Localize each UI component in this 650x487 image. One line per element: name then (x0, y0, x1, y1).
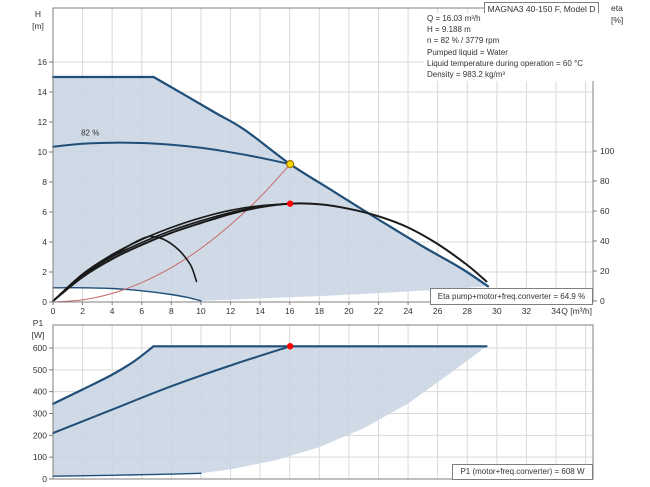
duty-info-block: Q = 16.03 m³/h H = 9.188 m n = 82 % / 37… (424, 13, 603, 81)
y-tick-label: 300 (33, 409, 47, 419)
x-tick-label: 8 (169, 306, 174, 316)
eta-result-box: Eta pump+motor+freq.converter = 64.9 % (430, 288, 593, 305)
x-tick-label: 24 (403, 306, 413, 316)
eta-curve-b (52, 202, 291, 302)
x-tick-label: 6 (139, 306, 144, 316)
power-82pct-curve (52, 345, 292, 435)
min-speed-curve (52, 287, 202, 302)
eta-curve-min-speed (52, 235, 198, 302)
x-tick-label: 34 (551, 306, 561, 316)
left-axis-title: [m] (32, 21, 44, 31)
power-chart: 0 100 200 300 400 500 600 P1 [W] (32, 318, 594, 484)
eta-tick-label: 0 (600, 296, 605, 306)
x-tick-label: 22 (374, 306, 384, 316)
plot-border (52, 7, 594, 303)
left-axis-title: [W] (32, 330, 45, 340)
eta-tick-label: 20 (600, 266, 610, 276)
x-tick-label: 28 (463, 306, 473, 316)
power-point-marker (286, 343, 294, 350)
x-tick-label: 16 (285, 306, 295, 316)
eta-tick-label: 80 (600, 176, 610, 186)
p1-result-box: P1 (motor+freq.converter) = 608 W (452, 464, 593, 480)
y-tick-label: 400 (33, 387, 47, 397)
x-tick-label: 26 (433, 306, 443, 316)
eta-tick-label: 100 (600, 146, 614, 156)
y-tick-label: 600 (33, 343, 47, 353)
plot-border (52, 324, 594, 480)
x-tick-label: 12 (226, 306, 236, 316)
info-speed: n = 82 % / 3779 rpm (427, 36, 500, 46)
x-tick-label: 30 (492, 306, 502, 316)
y-tick-label: 0 (42, 474, 47, 484)
left-axis-title: P1 (33, 318, 44, 328)
x-tick-label: 2 (80, 306, 85, 316)
x-tick-label: 14 (255, 306, 265, 316)
x-tick-label: 20 (344, 306, 354, 316)
right-axis-title: [%] (611, 15, 623, 25)
x-tick-label: 18 (315, 306, 325, 316)
duty-point-marker[interactable] (286, 160, 295, 169)
y-tick-label: 8 (42, 177, 47, 187)
y-tick-label: 6 (42, 207, 47, 217)
y-tick-label: 10 (38, 147, 48, 157)
x-axis-unit-label: Q [m³/h] (561, 306, 592, 316)
min-power-curve (52, 472, 202, 477)
left-axis-title: H (35, 9, 41, 19)
right-axis-title: eta (611, 3, 623, 13)
y-tick-label: 200 (33, 430, 47, 440)
info-temperature: Liquid temperature during operation = 60… (427, 58, 583, 68)
eta-tick-label: 60 (600, 206, 610, 216)
max-speed-curve (152, 75, 490, 288)
max-power-rise (51, 345, 155, 405)
y-tick-label: 16 (38, 57, 48, 67)
x-tick-label: 10 (196, 306, 206, 316)
eta-tick-label: 40 (600, 236, 610, 246)
system-curve (52, 163, 291, 303)
y-tick-label: 0 (42, 297, 47, 307)
operating-envelope-fill (53, 346, 487, 477)
x-tick-label: 4 (110, 306, 115, 316)
y-tick-label: 4 (42, 237, 47, 247)
speed-curve-label: 82 % (81, 129, 99, 138)
y-tick-label: 100 (33, 452, 47, 462)
y-tick-label: 12 (38, 117, 48, 127)
info-density: Density = 983.2 kg/m³ (427, 70, 506, 80)
x-tick-label: 0 (51, 306, 56, 316)
y-tick-label: 2 (42, 267, 47, 277)
x-tick-label: 32 (522, 306, 532, 316)
y-tick-label: 500 (33, 365, 47, 375)
operating-envelope-fill (53, 77, 488, 301)
speed-82pct-curve (52, 141, 292, 166)
info-liquid: Pumped liquid = Water (427, 47, 508, 57)
eta-point-marker (286, 200, 294, 207)
info-head: H = 9.188 m (427, 25, 471, 35)
y-tick-label: 14 (38, 87, 48, 97)
info-flow: Q = 16.03 m³/h (427, 14, 481, 23)
